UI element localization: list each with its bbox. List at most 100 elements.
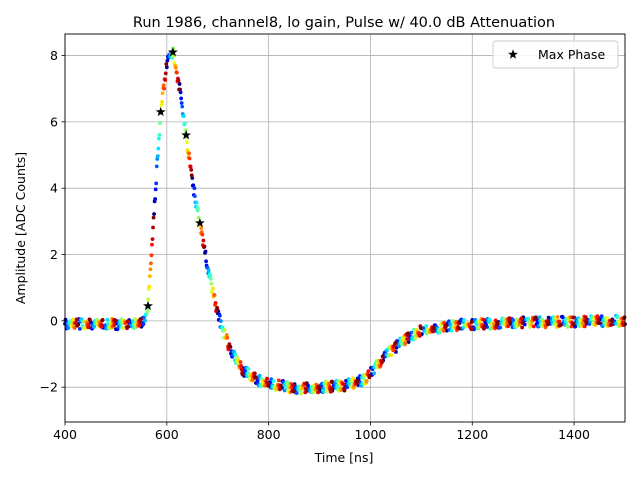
scatter-point — [239, 367, 244, 372]
scatter-point — [155, 154, 160, 159]
scatter-point — [345, 385, 350, 390]
x-tick-label: 400 — [53, 427, 77, 442]
scatter-point — [545, 319, 550, 324]
scatter-point — [520, 325, 525, 330]
scatter-point — [161, 83, 166, 88]
scatter-point — [199, 226, 204, 231]
scatter-point — [159, 103, 164, 107]
max-phase-star — [155, 106, 166, 117]
scatter-point — [240, 372, 245, 377]
scatter-point — [192, 186, 197, 191]
scatter-point — [147, 284, 152, 289]
scatter-point — [557, 319, 562, 324]
scatter-point — [605, 316, 609, 320]
x-tick-label: 1000 — [355, 427, 387, 442]
scatter-point — [401, 337, 406, 342]
scatter-point — [66, 326, 71, 330]
scatter-point — [299, 391, 303, 396]
scatter-point — [158, 121, 162, 125]
max-phase-markers — [143, 47, 205, 311]
scatter-point — [225, 335, 230, 340]
scatter-point — [597, 320, 601, 325]
scatter-point — [278, 383, 283, 388]
scatter-point — [342, 388, 347, 393]
scatter-points — [63, 46, 627, 396]
scatter-point — [193, 194, 197, 199]
scatter-point — [555, 314, 560, 319]
scatter-point — [403, 340, 408, 345]
scatter-point — [406, 340, 411, 344]
scatter-point — [86, 325, 91, 330]
scatter-point — [154, 164, 159, 169]
plot-frame — [64, 33, 626, 423]
legend: Max Phase — [492, 40, 619, 69]
scatter-point — [444, 323, 449, 328]
max-phase-star — [194, 217, 205, 228]
scatter-point — [217, 313, 222, 318]
scatter-point — [145, 309, 150, 313]
scatter-point — [537, 315, 542, 320]
scatter-point — [599, 314, 604, 318]
scatter-point — [194, 200, 199, 205]
scatter-point — [164, 62, 169, 66]
legend-star-icon — [508, 49, 518, 59]
scatter-point — [621, 323, 626, 328]
scatter-point — [609, 319, 614, 323]
scatter-point — [74, 317, 79, 322]
scatter-point — [191, 183, 196, 188]
scatter-point — [372, 371, 377, 376]
scatter-point — [533, 315, 538, 320]
scatter-point — [457, 326, 461, 331]
x-tick-label: 800 — [257, 427, 281, 442]
scatter-point — [285, 382, 290, 387]
scatter-point — [220, 325, 225, 330]
scatter-point — [393, 340, 398, 345]
scatter-point — [189, 167, 194, 172]
scatter-point — [174, 70, 179, 75]
scatter-point — [203, 249, 208, 254]
scatter-point — [508, 320, 512, 325]
scatter-point — [149, 261, 153, 266]
scatter-point — [519, 316, 524, 321]
scatter-point — [151, 225, 155, 230]
scatter-point — [189, 173, 194, 178]
scatter-point — [405, 337, 409, 341]
scatter-point — [224, 332, 229, 337]
scatter-point — [399, 342, 404, 347]
x-tick-label: 1200 — [456, 427, 488, 442]
scatter-point — [495, 320, 500, 325]
scatter-point — [595, 314, 600, 318]
scatter-point — [173, 65, 178, 70]
scatter-point — [596, 317, 601, 322]
y-tick-label: 6 — [50, 114, 58, 129]
scatter-point — [182, 121, 187, 126]
scatter-point — [149, 253, 154, 258]
scatter-point — [138, 317, 143, 321]
scatter-point — [456, 321, 461, 325]
scatter-point — [208, 276, 213, 281]
scatter-point — [266, 383, 271, 388]
y-tick-label: 8 — [50, 48, 58, 63]
scatter-point — [250, 377, 255, 382]
scatter-point — [75, 323, 80, 328]
scatter-point — [228, 344, 232, 349]
scatter-point — [206, 268, 211, 273]
scatter-point — [126, 324, 131, 329]
scatter-point — [88, 317, 92, 322]
scatter-point — [451, 319, 456, 323]
scatter-point — [180, 104, 185, 109]
scatter-point — [487, 317, 492, 322]
y-tick-label: 4 — [50, 181, 58, 196]
scatter-point — [324, 389, 329, 394]
scatter-point — [341, 382, 346, 387]
scatter-point — [424, 324, 429, 328]
scatter-point — [112, 323, 117, 327]
scatter-point — [177, 82, 182, 86]
scatter-point — [300, 386, 305, 391]
scatter-point — [558, 323, 563, 327]
scatter-point — [181, 114, 186, 119]
scatter-point — [304, 381, 309, 386]
scatter-point — [449, 328, 454, 333]
scatter-point — [278, 386, 283, 391]
